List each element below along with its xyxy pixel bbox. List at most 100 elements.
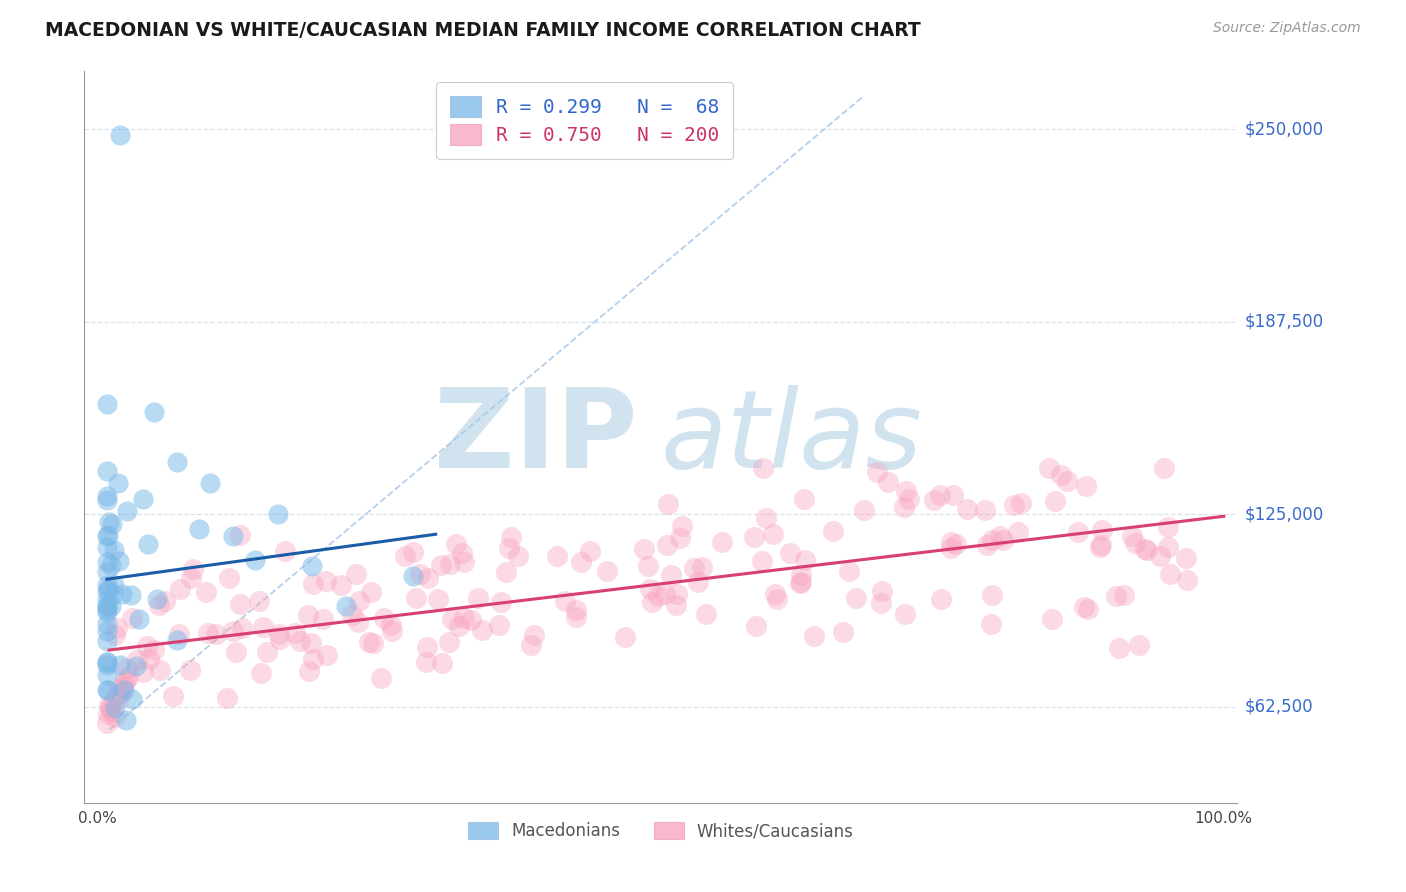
Text: $62,500: $62,500 bbox=[1244, 698, 1313, 715]
Point bbox=[96, 655, 118, 669]
Point bbox=[222, 528, 245, 542]
Point bbox=[107, 691, 129, 706]
Point bbox=[991, 533, 1014, 548]
Point bbox=[252, 619, 274, 633]
Point bbox=[1067, 525, 1090, 540]
Point bbox=[97, 515, 120, 529]
Point bbox=[107, 553, 129, 567]
Point bbox=[409, 567, 432, 582]
Point bbox=[1090, 538, 1112, 552]
Point bbox=[267, 507, 290, 521]
Point bbox=[893, 500, 915, 515]
Point bbox=[669, 531, 692, 545]
Point bbox=[112, 682, 135, 697]
Point bbox=[945, 537, 967, 551]
Point bbox=[569, 555, 592, 569]
Point bbox=[121, 611, 143, 625]
Point bbox=[439, 558, 461, 572]
Point bbox=[181, 562, 204, 576]
Point bbox=[96, 490, 118, 504]
Point bbox=[426, 592, 449, 607]
Point bbox=[138, 652, 160, 666]
Point bbox=[1050, 468, 1073, 483]
Point bbox=[125, 653, 148, 667]
Point bbox=[929, 488, 952, 502]
Point bbox=[298, 664, 321, 678]
Point bbox=[453, 555, 475, 569]
Point bbox=[766, 591, 789, 606]
Point bbox=[96, 529, 118, 543]
Point bbox=[1077, 601, 1099, 615]
Point bbox=[471, 624, 494, 638]
Point bbox=[100, 558, 122, 573]
Point bbox=[1056, 474, 1078, 488]
Point bbox=[108, 682, 131, 697]
Point bbox=[115, 673, 138, 688]
Text: MACEDONIAN VS WHITE/CAUCASIAN MEDIAN FAMILY INCOME CORRELATION CHART: MACEDONIAN VS WHITE/CAUCASIAN MEDIAN FAM… bbox=[45, 21, 921, 40]
Point bbox=[96, 617, 118, 632]
Point bbox=[96, 493, 118, 508]
Point bbox=[347, 594, 370, 608]
Point bbox=[229, 597, 252, 611]
Text: atlas: atlas bbox=[661, 384, 922, 490]
Point bbox=[101, 695, 124, 709]
Point bbox=[302, 652, 325, 666]
Point bbox=[125, 659, 148, 673]
Point bbox=[789, 576, 811, 591]
Point bbox=[852, 503, 875, 517]
Point bbox=[1121, 529, 1143, 543]
Point bbox=[138, 537, 160, 551]
Point bbox=[347, 615, 370, 629]
Point bbox=[97, 527, 120, 541]
Point bbox=[405, 591, 427, 605]
Point bbox=[370, 672, 392, 686]
Point bbox=[108, 657, 131, 672]
Point bbox=[167, 627, 190, 641]
Point bbox=[794, 553, 817, 567]
Point bbox=[143, 405, 166, 419]
Point bbox=[96, 655, 118, 669]
Point bbox=[922, 492, 945, 507]
Point bbox=[941, 534, 963, 549]
Point bbox=[245, 553, 267, 567]
Point bbox=[301, 559, 323, 574]
Point bbox=[402, 568, 425, 582]
Point bbox=[394, 549, 416, 563]
Point bbox=[866, 466, 889, 480]
Point bbox=[939, 541, 962, 555]
Point bbox=[1153, 461, 1175, 475]
Point bbox=[793, 491, 815, 506]
Point bbox=[96, 464, 118, 478]
Point bbox=[96, 667, 118, 681]
Point bbox=[96, 605, 118, 619]
Point bbox=[340, 607, 363, 622]
Point bbox=[96, 578, 118, 592]
Point bbox=[96, 584, 118, 599]
Point bbox=[1090, 540, 1112, 554]
Point bbox=[197, 626, 219, 640]
Point bbox=[96, 603, 118, 617]
Point bbox=[229, 527, 252, 541]
Point bbox=[104, 628, 127, 642]
Point bbox=[112, 676, 135, 690]
Point bbox=[499, 530, 522, 544]
Point bbox=[763, 587, 786, 601]
Point bbox=[508, 549, 530, 564]
Point bbox=[655, 538, 678, 552]
Point bbox=[641, 595, 664, 609]
Text: ZIP: ZIP bbox=[434, 384, 638, 491]
Point bbox=[894, 484, 917, 499]
Point bbox=[981, 533, 1004, 547]
Point bbox=[838, 564, 860, 578]
Point bbox=[194, 584, 217, 599]
Point bbox=[346, 567, 368, 582]
Point bbox=[1175, 573, 1198, 587]
Point bbox=[1002, 498, 1025, 512]
Point bbox=[755, 510, 778, 524]
Point bbox=[166, 632, 188, 647]
Text: $250,000: $250,000 bbox=[1244, 120, 1323, 138]
Point bbox=[657, 497, 679, 511]
Point bbox=[467, 591, 489, 605]
Point bbox=[98, 701, 121, 715]
Point bbox=[132, 665, 155, 680]
